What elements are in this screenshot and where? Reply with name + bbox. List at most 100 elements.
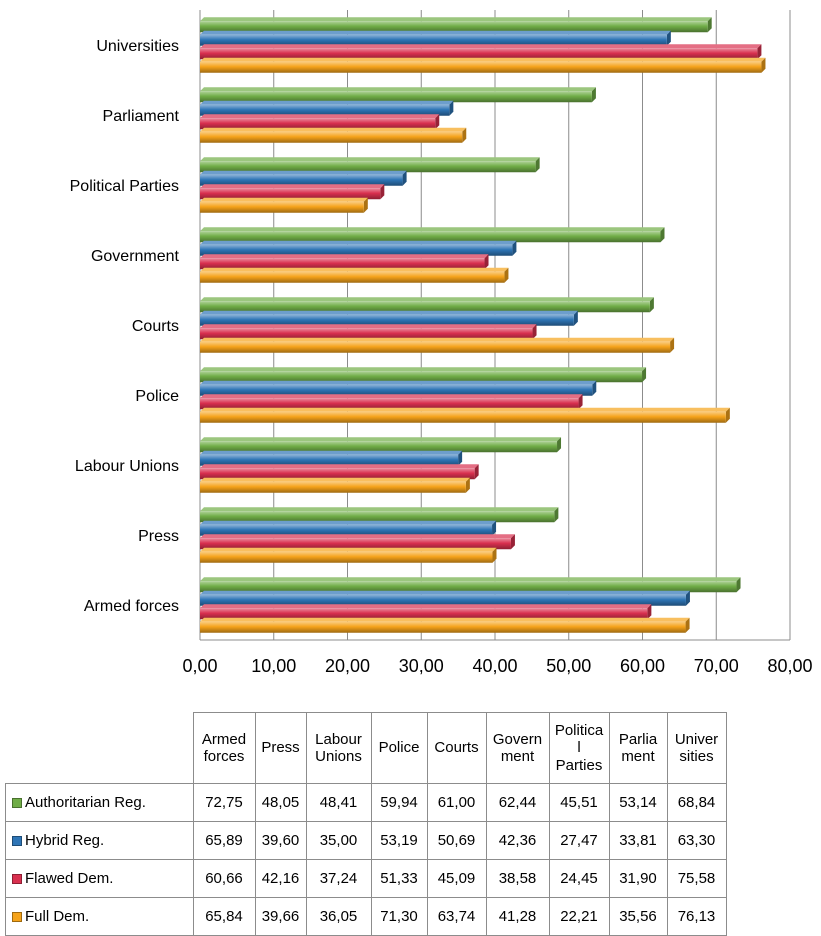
table-cell: 63,74 [426, 897, 487, 936]
table-cell: 35,00 [305, 821, 372, 860]
bar-end [458, 450, 463, 466]
bar-front [200, 551, 493, 563]
bar-end [670, 337, 675, 353]
bar-front [200, 201, 364, 213]
bar-end [642, 367, 647, 383]
table-cell: 45,51 [548, 783, 610, 822]
bar-top [200, 127, 467, 132]
bar-top [200, 380, 597, 385]
bar-top [200, 577, 741, 582]
bar-front [200, 231, 661, 243]
legend-entry: Hybrid Reg. [5, 821, 194, 860]
table-cell: 48,05 [254, 783, 307, 822]
table-cell: 38,58 [485, 859, 550, 898]
bar-end [649, 297, 654, 313]
bar [200, 170, 407, 186]
bar-top [200, 450, 463, 455]
bar-end [449, 100, 454, 116]
table-column-header: Armed forces [192, 712, 256, 784]
bars [200, 17, 766, 633]
table-header-row: Armed forces Press Labour Unions Police Courts… [6, 712, 727, 784]
table-cell: 48,41 [305, 783, 372, 822]
x-tick-label: 60,00 [620, 656, 665, 676]
table-row: Hybrid Reg. 65,89 39,60 35,00 53,19 50,69 42,3… [5, 821, 727, 860]
x-tick-label: 80,00 [767, 656, 812, 676]
bar [200, 577, 741, 593]
bar-top [200, 197, 368, 202]
legend-swatch [12, 911, 22, 922]
legend-entry: Full Dem. [5, 897, 194, 936]
bar-end [462, 127, 467, 143]
series-name: Hybrid Reg. [25, 831, 105, 849]
bar-top [200, 267, 509, 272]
bar-front [200, 341, 671, 353]
bar-top [200, 407, 730, 412]
x-tick-label: 30,00 [399, 656, 444, 676]
bar [200, 437, 562, 453]
bar-front [200, 511, 555, 523]
bar-end [660, 227, 665, 243]
bar [200, 310, 578, 326]
table-cell: 33,81 [608, 821, 668, 860]
bar [200, 100, 454, 116]
category-label: Courts [132, 318, 179, 335]
table-column-header: Police [370, 712, 428, 784]
category-label: Government [91, 248, 180, 265]
bar-front [200, 131, 463, 143]
x-tick-labels: 0,00 10,00 20,00 30,00 40,00 50,00 60,00 70,00 8… [182, 656, 812, 676]
table-column-header: Courts [426, 712, 487, 784]
table-cell: 24,45 [548, 859, 610, 898]
bar-end [380, 184, 385, 200]
table-cell: 59,94 [370, 783, 428, 822]
bar [200, 547, 497, 563]
bar-top [200, 114, 440, 119]
bar [200, 254, 489, 270]
bar-top [200, 604, 652, 609]
bar-front [200, 48, 758, 60]
table-column-header: Univer sities [666, 712, 727, 784]
bar-end [484, 254, 489, 270]
bar-end [647, 604, 652, 620]
bar-front [200, 398, 579, 410]
bar-top [200, 310, 578, 315]
bar-front [200, 104, 450, 116]
bar-top [200, 477, 470, 482]
bar-end [492, 547, 497, 563]
table-cell: 53,14 [608, 783, 668, 822]
bar-top [200, 44, 762, 49]
bar [200, 324, 537, 340]
table-cell: 71,30 [370, 897, 428, 936]
table-column-header: Labour Unions [305, 712, 372, 784]
bar [200, 240, 517, 256]
bar-top [200, 520, 497, 525]
category-label: Universities [96, 38, 179, 55]
bar-end [363, 197, 368, 213]
table-row: Flawed Dem. 60,66 42,16 37,24 51,33 45,09 38,5… [5, 859, 727, 898]
bar-front [200, 91, 592, 103]
bar [200, 477, 470, 493]
table-cell: 37,24 [305, 859, 372, 898]
table-cell: 42,16 [254, 859, 307, 898]
bar-top [200, 254, 489, 259]
bar-front [200, 538, 511, 550]
bar-front [200, 608, 648, 620]
table-column-header: Parlia ment [608, 712, 668, 784]
bar-top [200, 367, 647, 372]
bar-end [554, 507, 559, 523]
category-label: Police [135, 388, 179, 405]
bar-end [592, 380, 597, 396]
bar [200, 380, 597, 396]
legend-swatch [12, 873, 22, 884]
bar-end [685, 590, 690, 606]
x-tick-label: 0,00 [182, 656, 217, 676]
bar-top [200, 30, 671, 35]
bar-front [200, 21, 708, 33]
bar-front [200, 244, 513, 256]
bar-top [200, 57, 766, 62]
bar-top [200, 534, 515, 539]
bar [200, 44, 762, 60]
table-cell: 41,28 [485, 897, 550, 936]
bar-end [402, 170, 407, 186]
bar-front [200, 384, 593, 396]
bar-end [573, 310, 578, 326]
